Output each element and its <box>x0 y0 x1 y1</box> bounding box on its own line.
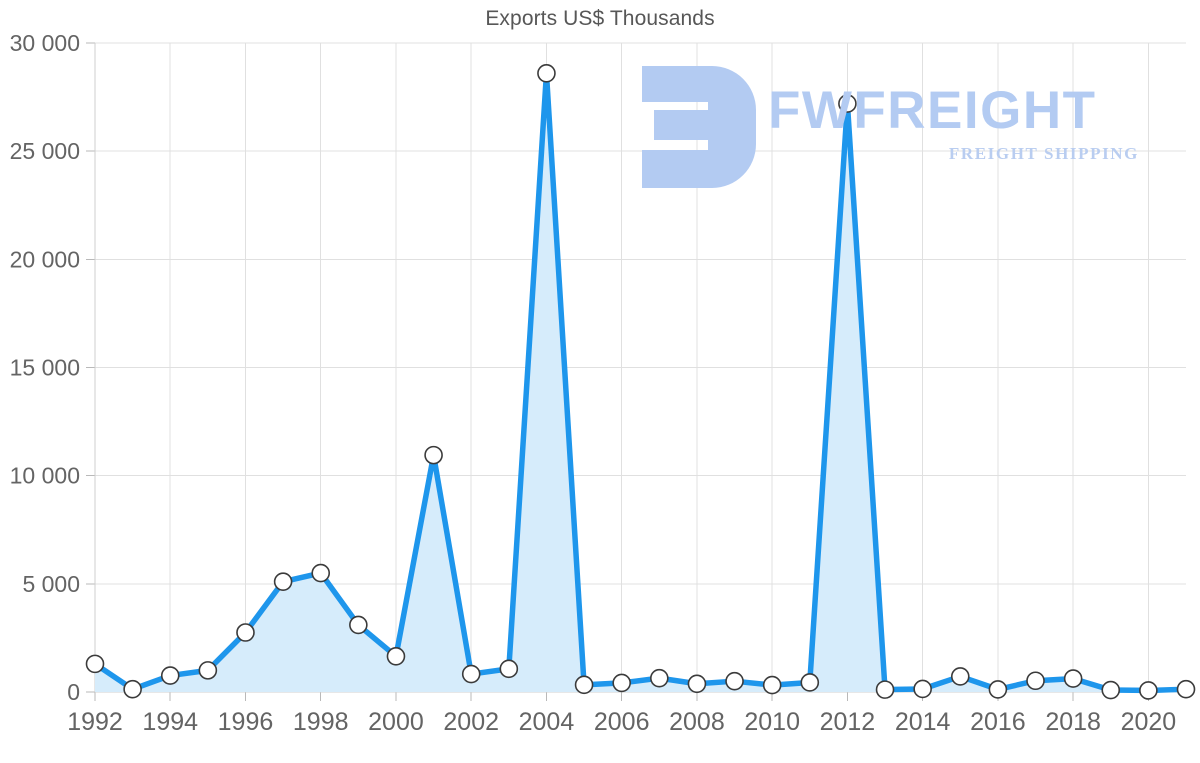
data-point-marker[interactable] <box>537 63 556 83</box>
x-tick-label: 2010 <box>744 708 800 736</box>
x-tick-label: 1994 <box>142 708 198 736</box>
data-point-marker[interactable] <box>236 623 255 642</box>
data-point-marker[interactable] <box>687 674 707 694</box>
data-point-marker[interactable] <box>160 666 180 685</box>
y-tick-label: 30 000 <box>10 30 80 56</box>
data-point-marker[interactable] <box>1176 679 1196 699</box>
x-tick-label: 2018 <box>1045 708 1101 736</box>
data-point-marker[interactable] <box>198 661 218 680</box>
data-point-marker[interactable] <box>800 673 820 692</box>
y-tick-label: 0 <box>67 679 80 705</box>
x-tick-label: 1998 <box>293 708 349 736</box>
x-axis-tick-labels: 1992 1994 1996 1998 2000 2002 2004 2006 2008 2010… <box>67 708 1176 736</box>
series-area-layer <box>95 73 1186 692</box>
y-tick-label: 25 000 <box>10 138 80 164</box>
series-marker-layer <box>85 63 1196 700</box>
data-point-marker[interactable] <box>311 563 331 583</box>
data-point-marker[interactable] <box>988 680 1008 699</box>
data-point-marker[interactable] <box>424 445 443 465</box>
y-tick-label: 10 000 <box>10 463 80 489</box>
y-tick-label: 15 000 <box>10 355 80 381</box>
x-tick-label: 2000 <box>368 708 424 736</box>
data-point-marker[interactable] <box>762 675 782 695</box>
y-tick-label: 20 000 <box>10 246 80 272</box>
data-point-marker[interactable] <box>838 94 857 113</box>
x-tick-label: 2006 <box>594 708 650 736</box>
y-axis-tick-labels: 0 5 000 10 000 15 000 20 000 25 000 30 000 <box>10 30 80 705</box>
data-point-marker[interactable] <box>1139 681 1158 700</box>
data-point-marker[interactable] <box>574 675 594 695</box>
data-point-marker[interactable] <box>85 654 105 674</box>
data-point-marker[interactable] <box>612 673 631 693</box>
x-tick-label: 1996 <box>218 708 274 736</box>
data-point-marker[interactable] <box>1063 669 1083 688</box>
series-line-layer <box>92 70 1189 694</box>
data-point-marker[interactable] <box>123 679 142 699</box>
x-tick-label: 2008 <box>669 708 725 736</box>
data-point-marker[interactable] <box>875 680 895 699</box>
data-point-marker[interactable] <box>499 659 519 679</box>
series-area <box>95 73 1186 692</box>
chart-title: Exports US$ Thousands <box>485 7 715 30</box>
data-point-marker[interactable] <box>650 668 669 688</box>
x-tick-label: 2020 <box>1121 708 1177 736</box>
x-tick-label: 2016 <box>970 708 1026 736</box>
x-tick-label: 2014 <box>895 708 951 736</box>
data-point-marker[interactable] <box>386 647 406 666</box>
data-point-marker[interactable] <box>273 572 293 591</box>
data-point-marker[interactable] <box>349 615 368 635</box>
x-tick-label: 1992 <box>67 708 123 736</box>
data-point-marker[interactable] <box>725 671 744 691</box>
data-point-marker[interactable] <box>1026 671 1045 691</box>
data-point-marker[interactable] <box>461 664 481 684</box>
data-point-marker[interactable] <box>950 667 970 686</box>
x-tick-label: 2012 <box>820 708 876 736</box>
x-tick-label: 2002 <box>443 708 499 736</box>
data-point-marker[interactable] <box>913 679 932 699</box>
series-line <box>92 70 1189 694</box>
y-tick-label: 5 000 <box>22 571 80 597</box>
grid-layer <box>86 42 1186 701</box>
x-tick-label: 2004 <box>519 708 575 736</box>
data-point-marker[interactable] <box>1101 680 1121 700</box>
